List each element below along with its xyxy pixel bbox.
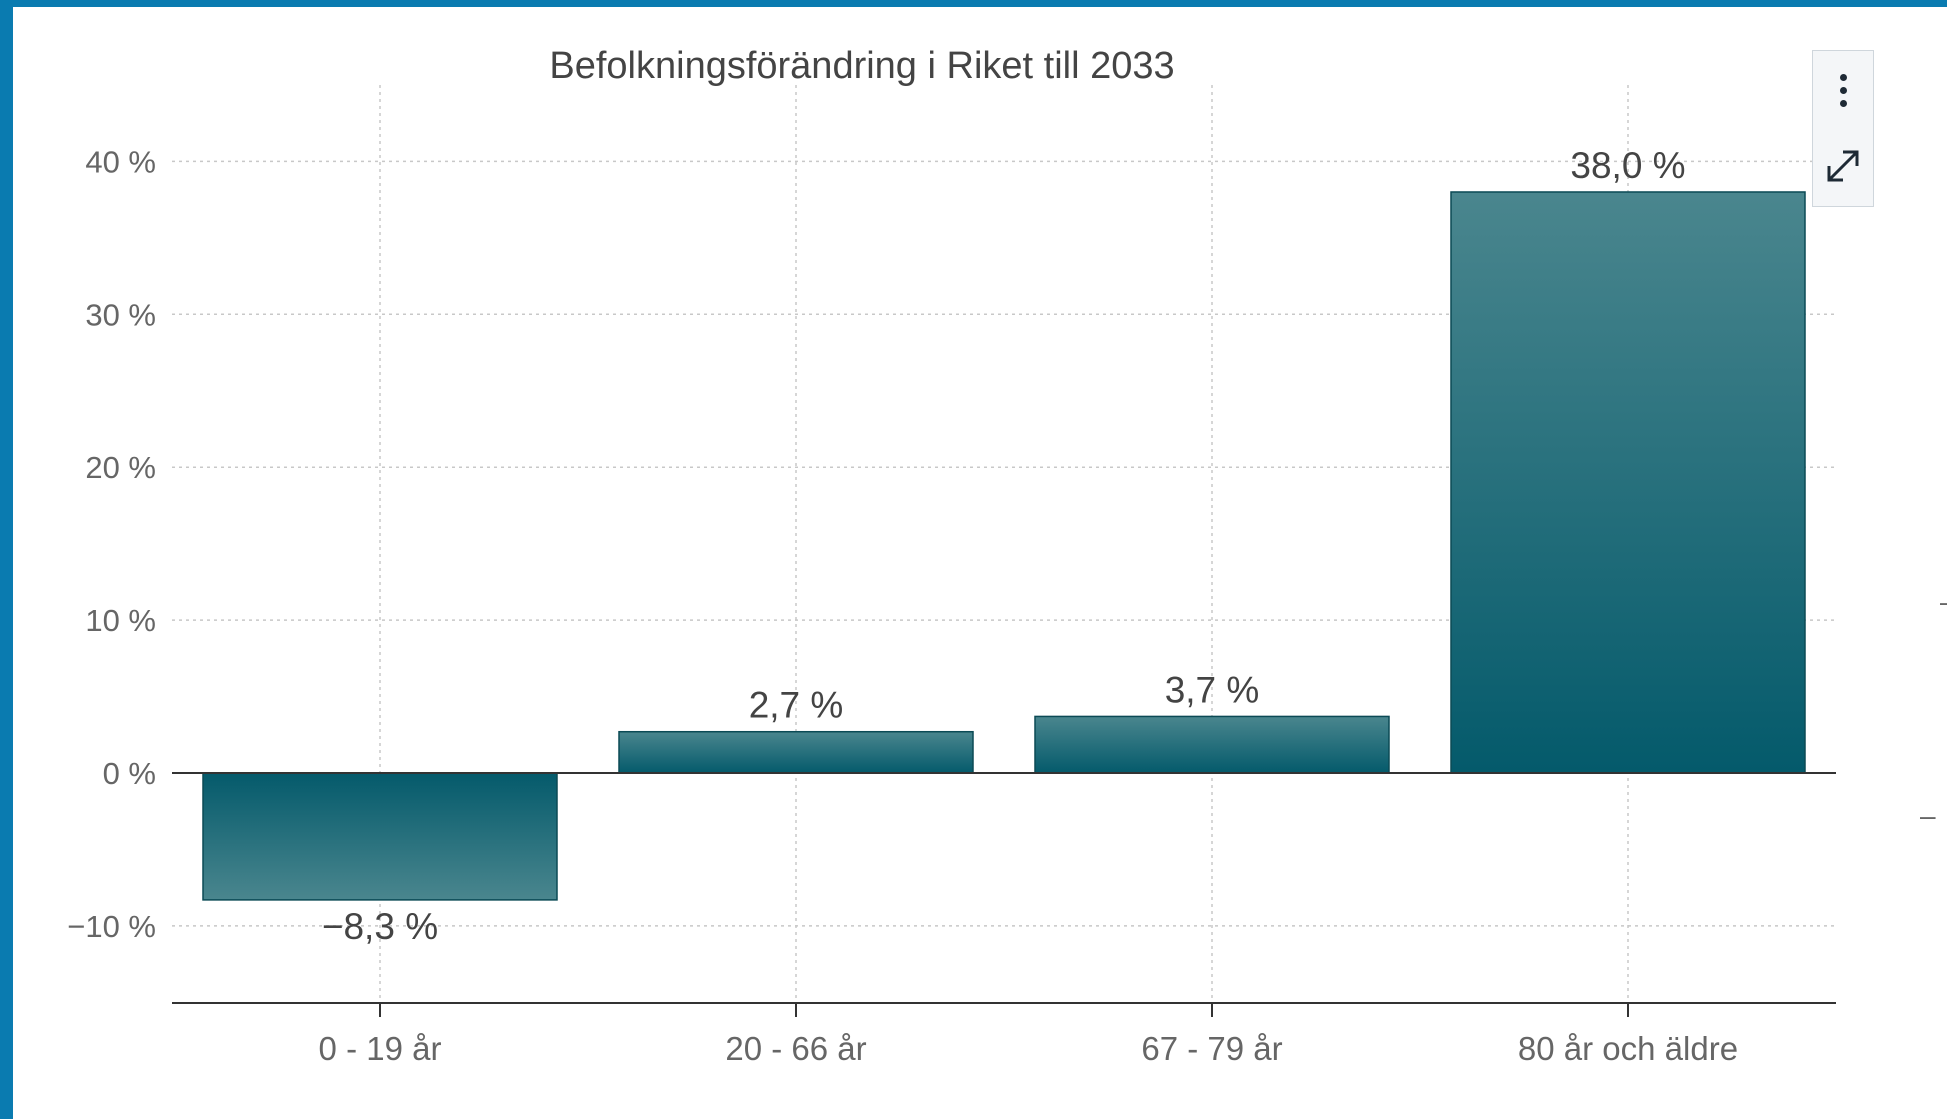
more-options-button[interactable] [1813,55,1873,125]
bar[interactable] [1450,191,1806,774]
window-frame-left [0,0,13,1119]
bar-layer [202,191,1806,901]
data-label: 38,0 % [1570,145,1685,186]
y-tick-label: 0 % [103,756,156,791]
axis-layer [172,772,1836,1017]
clipped-tick-mark: – [1940,586,1947,618]
more-vertical-icon [1839,73,1847,107]
data-label: 2,7 % [749,685,844,726]
clipped-tick-mark: – [1920,800,1936,831]
x-tick-label: 67 - 79 år [1141,1030,1282,1067]
y-tick-label: −10 % [67,909,156,944]
bar[interactable] [202,772,558,901]
y-tick-label: 20 % [85,450,156,485]
bar[interactable] [1034,715,1390,774]
data-label: 3,7 % [1165,669,1260,710]
chart-title: Befolkningsförändring i Riket till 2033 [549,45,1174,87]
y-tick-label: 10 % [85,603,156,638]
data-label: −8,3 % [322,906,438,947]
expand-button[interactable] [1813,131,1873,201]
bar[interactable] [618,730,974,774]
x-tick-label: 20 - 66 år [725,1030,866,1067]
label-layer: 40 % 30 % 20 % 10 % 0 % −10 % −8,3 % 0 - 19 år 2… [67,144,1738,1067]
chart-toolbar [1812,50,1874,207]
y-tick-label: 30 % [85,297,156,332]
x-tick-label: 80 år och äldre [1518,1030,1738,1067]
y-tick-label: 40 % [85,144,156,179]
expand-icon [1827,150,1859,182]
window-frame-top [0,0,1947,7]
x-tick-label: 0 - 19 år [319,1030,442,1067]
